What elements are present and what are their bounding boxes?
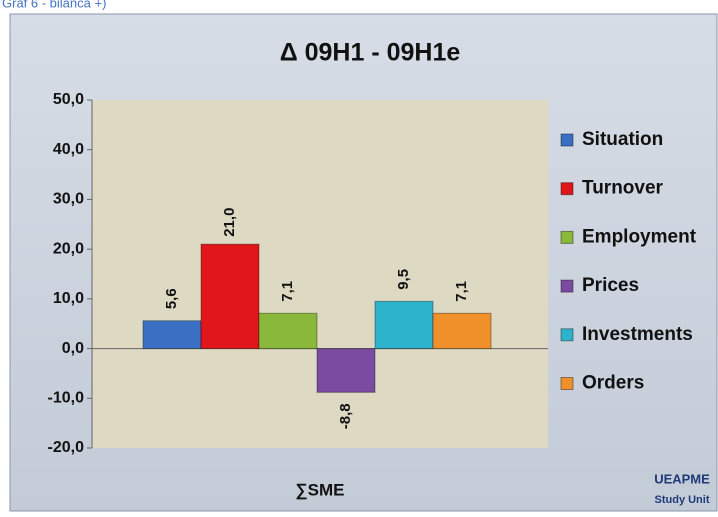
legend-label: Employment — [582, 226, 697, 247]
y-tick-label: 0,0 — [62, 340, 84, 357]
legend-swatch — [560, 230, 574, 244]
logo-text: UEAPME — [654, 471, 710, 486]
bar — [142, 320, 202, 350]
y-tick-label: 50,0 — [53, 91, 84, 108]
legend-swatch — [560, 133, 574, 147]
bar — [258, 312, 318, 350]
x-tick-label: ∑SME — [296, 480, 345, 499]
chart-title: Δ 09H1 - 09H1e — [280, 39, 461, 67]
legend-swatch — [560, 377, 574, 390]
data-label: 7,1 — [453, 281, 470, 302]
legend-label: Investments — [582, 324, 693, 345]
legend-label: Situation — [582, 129, 663, 150]
y-tick-label: 40,0 — [53, 141, 84, 158]
caption: Graf 6 - bilanca +) — [2, 0, 106, 10]
bar — [200, 243, 260, 350]
legend-swatch — [560, 328, 574, 342]
data-label: -8,8 — [337, 403, 354, 429]
y-tick-label: 10,0 — [53, 290, 84, 307]
y-tick-label: -20,0 — [48, 439, 85, 456]
bar — [316, 348, 376, 393]
legend-label: Orders — [582, 373, 644, 394]
bar — [374, 300, 434, 350]
data-label: 21,0 — [221, 208, 238, 237]
data-label: 9,5 — [395, 269, 412, 290]
data-label: 5,6 — [163, 288, 180, 309]
logo-text: Study Unit — [655, 494, 710, 506]
legend-swatch — [560, 182, 574, 196]
legend-label: Turnover — [582, 178, 664, 199]
data-label: 7,1 — [279, 281, 296, 302]
plot-area — [92, 100, 548, 448]
y-tick-label: -10,0 — [48, 390, 85, 407]
y-tick-label: 30,0 — [53, 191, 84, 208]
bar — [432, 312, 492, 350]
y-tick-label: 20,0 — [53, 240, 84, 257]
legend-swatch — [560, 279, 574, 293]
legend-label: Prices — [582, 275, 639, 296]
